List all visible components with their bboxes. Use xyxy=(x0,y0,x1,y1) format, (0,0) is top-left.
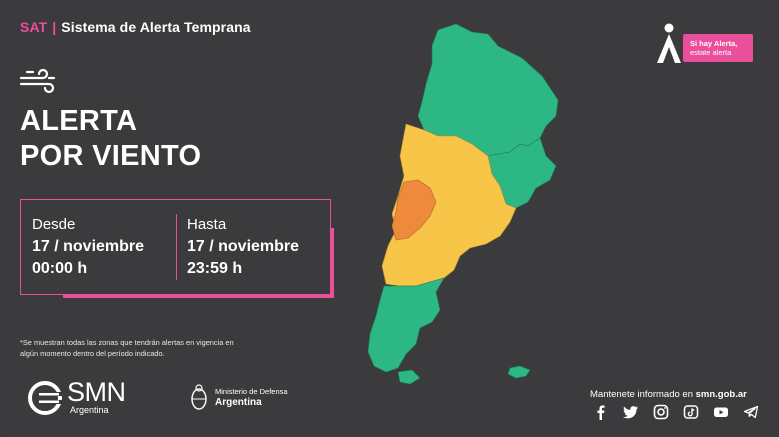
from-label: Desde xyxy=(32,216,76,233)
title-line-2: POR VIENTO xyxy=(20,140,202,172)
footnote: *Se muestran todas las zonas que tendrán… xyxy=(20,338,234,358)
tiktok-icon[interactable] xyxy=(676,404,706,422)
map-zone-tierra-del-fuego xyxy=(397,369,421,385)
info-text: Mantenete informado en smn.gob.ar xyxy=(590,389,747,400)
period-divider xyxy=(176,214,177,280)
alert-brand-line-1: Si hay Alerta, xyxy=(690,39,738,48)
map-zone-south-green xyxy=(367,277,445,373)
period-box: Desde 17 / noviembre 00:00 h Hasta 17 / … xyxy=(20,199,331,295)
map-zone-west-orange xyxy=(391,179,437,241)
youtube-icon[interactable] xyxy=(706,404,736,422)
from-date: 17 / noviembre xyxy=(32,238,145,255)
smn-country: Argentina xyxy=(70,405,109,415)
telegram-icon[interactable] xyxy=(736,404,766,422)
wind-icon xyxy=(19,68,56,94)
twitter-icon[interactable] xyxy=(616,404,646,422)
info-prefix: Mantenete informado en xyxy=(590,389,696,400)
smn-name: SMN xyxy=(67,377,126,407)
header-separator: | xyxy=(52,19,57,35)
period-accent-right xyxy=(330,228,334,298)
period-from: Desde 17 / noviembre 00:00 h xyxy=(32,214,144,280)
alert-brand-line-2: estate alerta xyxy=(690,48,732,57)
period-to: Hasta 17 / noviembre 23:59 h xyxy=(187,214,299,280)
title-line-1: ALERTA xyxy=(20,105,138,137)
from-time: 00:00 h xyxy=(32,260,88,277)
page-title: ALERTA POR VIENTO xyxy=(20,104,201,174)
argentina-alert-map xyxy=(367,23,559,385)
alert-brand-icon xyxy=(657,23,681,63)
alert-brand-pill: Si hay Alerta, estate alerta xyxy=(683,34,753,62)
header-title: Sistema de Alerta Temprana xyxy=(61,19,251,35)
info-site-link[interactable]: smn.gob.ar xyxy=(695,389,747,400)
ministry-line-1: Ministerio de Defensa xyxy=(215,387,288,396)
ministry-line-2: Argentina xyxy=(215,397,262,408)
facebook-icon[interactable] xyxy=(586,404,616,422)
coat-of-arms-icon xyxy=(191,384,207,410)
to-time: 23:59 h xyxy=(187,260,243,277)
map-zone-malvinas xyxy=(507,365,531,379)
sat-brand: SAT xyxy=(20,19,48,35)
smn-logo-icon xyxy=(28,381,67,415)
to-label: Hasta xyxy=(187,216,227,233)
to-date: 17 / noviembre xyxy=(187,238,300,255)
period-accent-bottom xyxy=(63,294,334,298)
social-links xyxy=(586,404,766,422)
instagram-icon[interactable] xyxy=(646,404,676,422)
header: SAT | Sistema de Alerta Temprana xyxy=(20,19,251,35)
